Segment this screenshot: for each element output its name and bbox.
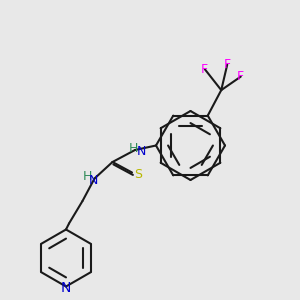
Text: H: H <box>82 170 92 184</box>
Text: H: H <box>129 142 138 155</box>
Text: F: F <box>224 58 231 71</box>
Text: F: F <box>201 63 208 76</box>
Text: F: F <box>237 70 244 83</box>
Text: N: N <box>136 145 146 158</box>
Text: N: N <box>61 281 71 295</box>
Text: S: S <box>134 167 142 181</box>
Text: N: N <box>89 173 99 187</box>
